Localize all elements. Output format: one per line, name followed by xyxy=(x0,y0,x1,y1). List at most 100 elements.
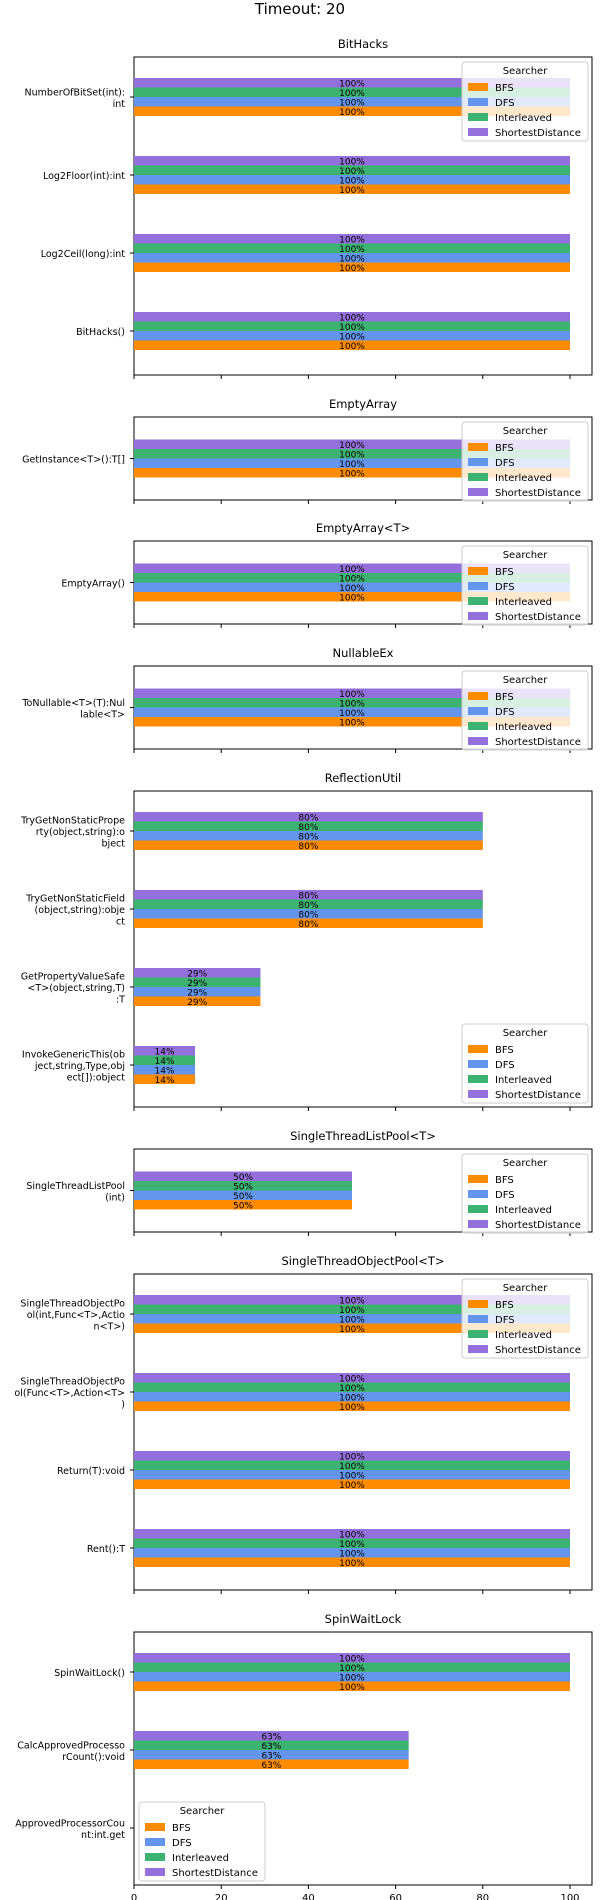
bar-bfs xyxy=(134,592,570,602)
bar-shortestdistance xyxy=(134,890,483,900)
legend-entry-shortestdistance: ShortestDistance xyxy=(495,128,581,139)
legend-entry-shortestdistance: ShortestDistance xyxy=(495,1345,581,1356)
bar-interleaved xyxy=(134,243,570,253)
bar-dfs xyxy=(134,582,570,592)
bar-interleaved xyxy=(134,573,570,583)
legend-swatch-bfs xyxy=(145,1823,165,1831)
legend-entry-interleaved: Interleaved xyxy=(495,1075,552,1086)
legend: Searcher BFS DFS Interleaved ShortestDistanc… xyxy=(461,1153,589,1234)
bar-dfs xyxy=(134,987,261,997)
legend-title: Searcher xyxy=(503,1158,549,1169)
bar-bfs xyxy=(134,262,570,272)
legend-entry-shortestdistance: ShortestDistance xyxy=(495,612,581,623)
bar-value-label: 80% xyxy=(298,910,318,920)
legend-swatch-dfs xyxy=(468,458,488,466)
legend-swatch-interleaved xyxy=(468,597,488,605)
category-label: Return(T):void xyxy=(57,1466,125,1477)
bar-dfs xyxy=(134,331,570,341)
bar-dfs xyxy=(134,707,570,717)
legend-entry-shortestdistance: ShortestDistance xyxy=(495,737,581,748)
bar-value-label: 63% xyxy=(261,1761,281,1771)
bar-shortestdistance xyxy=(134,688,570,698)
legend-swatch-bfs xyxy=(468,1045,488,1053)
bar-value-label: 100% xyxy=(339,450,365,460)
legend-swatch-shortestdistance xyxy=(468,612,488,620)
bar-value-label: 100% xyxy=(339,1471,365,1481)
bar-interleaved xyxy=(134,165,570,175)
bar-bfs xyxy=(134,996,261,1006)
bar-interleaved xyxy=(134,1662,570,1672)
bar-dfs xyxy=(134,1392,570,1402)
bar-value-label: 100% xyxy=(339,1683,365,1693)
legend-entry-bfs: BFS xyxy=(495,83,514,94)
bar-value-label: 100% xyxy=(339,1315,365,1325)
legend: Searcher BFS DFS Interleaved ShortestDistanc… xyxy=(461,61,589,142)
bar-bfs xyxy=(134,918,483,928)
bar-value-label: 100% xyxy=(339,441,365,451)
bar-shortestdistance xyxy=(134,968,261,978)
bar-dfs xyxy=(134,1314,570,1324)
bar-bfs xyxy=(134,184,570,194)
bar-value-label: 100% xyxy=(339,709,365,719)
bar-bfs xyxy=(134,106,570,116)
bar-interleaved xyxy=(134,1460,570,1470)
chart-panel-2: EmptyArrayGetInstance<T>():T[]100%100%10… xyxy=(22,397,593,504)
axes-frame xyxy=(133,1273,593,1591)
bar-interleaved xyxy=(134,1055,196,1065)
legend-entry-dfs: DFS xyxy=(495,582,515,593)
category-label: SingleThreadObjectPo ol(Func<T>,Action<T>… xyxy=(14,1377,125,1411)
bar-value-label: 100% xyxy=(339,323,365,333)
category-label: SingleThreadObjectPo ol(int,Func<T>,Actio… xyxy=(20,1299,125,1333)
bar-value-label: 100% xyxy=(339,1384,365,1394)
category-label: ToNullable<T>(T):Nul lable<T> xyxy=(21,698,125,721)
bar-shortestdistance xyxy=(134,1046,196,1056)
category-label: Log2Floor(int):int xyxy=(43,171,125,182)
category-label: ApprovedProcessorCou nt:int.get xyxy=(15,1818,125,1841)
bar-value-label: 63% xyxy=(261,1751,281,1761)
bar-bfs xyxy=(134,1681,570,1691)
category-label: GetInstance<T>():T[] xyxy=(22,455,125,466)
bar-bfs xyxy=(134,1557,570,1567)
bar-value-label: 100% xyxy=(339,1559,365,1569)
bar-bfs xyxy=(134,1401,570,1411)
category-label: CalcApprovedProcesso rCount():void xyxy=(17,1740,125,1763)
category-label: NumberOfBitSet(int): int xyxy=(25,87,126,110)
bar-value-label: 100% xyxy=(339,1654,365,1664)
bar-value-label: 100% xyxy=(339,235,365,245)
legend-box xyxy=(461,61,589,142)
legend-title: Searcher xyxy=(503,550,549,561)
panel-title: SingleThreadObjectPool<T> xyxy=(281,1254,444,1268)
bar-shortestdistance xyxy=(134,812,483,822)
legend-swatch-shortestdistance xyxy=(145,1868,165,1876)
legend-swatch-bfs xyxy=(468,443,488,451)
legend-entry-shortestdistance: ShortestDistance xyxy=(495,1220,581,1231)
legend-entry-bfs: BFS xyxy=(495,692,514,703)
x-tick-label: 40 xyxy=(302,1893,315,1900)
legend-swatch-dfs xyxy=(468,1190,488,1198)
bar-value-label: 100% xyxy=(339,690,365,700)
legend: Searcher BFS DFS Interleaved ShortestDistanc… xyxy=(461,421,589,502)
legend: Searcher BFS DFS Interleaved ShortestDistanc… xyxy=(461,545,589,626)
bar-dfs xyxy=(134,97,570,107)
legend-box xyxy=(461,545,589,626)
category-label: BitHacks() xyxy=(76,327,125,338)
category-label: Log2Ceil(long):int xyxy=(41,249,126,260)
legend-entry-interleaved: Interleaved xyxy=(172,1853,229,1864)
bar-value-label: 14% xyxy=(155,1057,175,1067)
bar-value-label: 14% xyxy=(155,1076,175,1086)
legend-entry-bfs: BFS xyxy=(495,1045,514,1056)
legend-title: Searcher xyxy=(180,1806,226,1817)
legend-box xyxy=(138,1801,266,1882)
bar-value-label: 100% xyxy=(339,108,365,118)
legend-entry-interleaved: Interleaved xyxy=(495,113,552,124)
legend: Searcher BFS DFS Interleaved ShortestDistanc… xyxy=(461,1023,589,1104)
axes-frame xyxy=(133,56,593,376)
bar-bfs xyxy=(134,1200,352,1210)
legend-entry-dfs: DFS xyxy=(495,707,515,718)
bar-value-label: 100% xyxy=(339,574,365,584)
category-label: InvokeGenericThis(ob ject,string,Type,obj… xyxy=(22,1050,125,1084)
bar-value-label: 50% xyxy=(233,1192,253,1202)
legend-box xyxy=(461,1023,589,1104)
legend-title: Searcher xyxy=(503,426,549,437)
bar-bfs xyxy=(134,717,570,727)
